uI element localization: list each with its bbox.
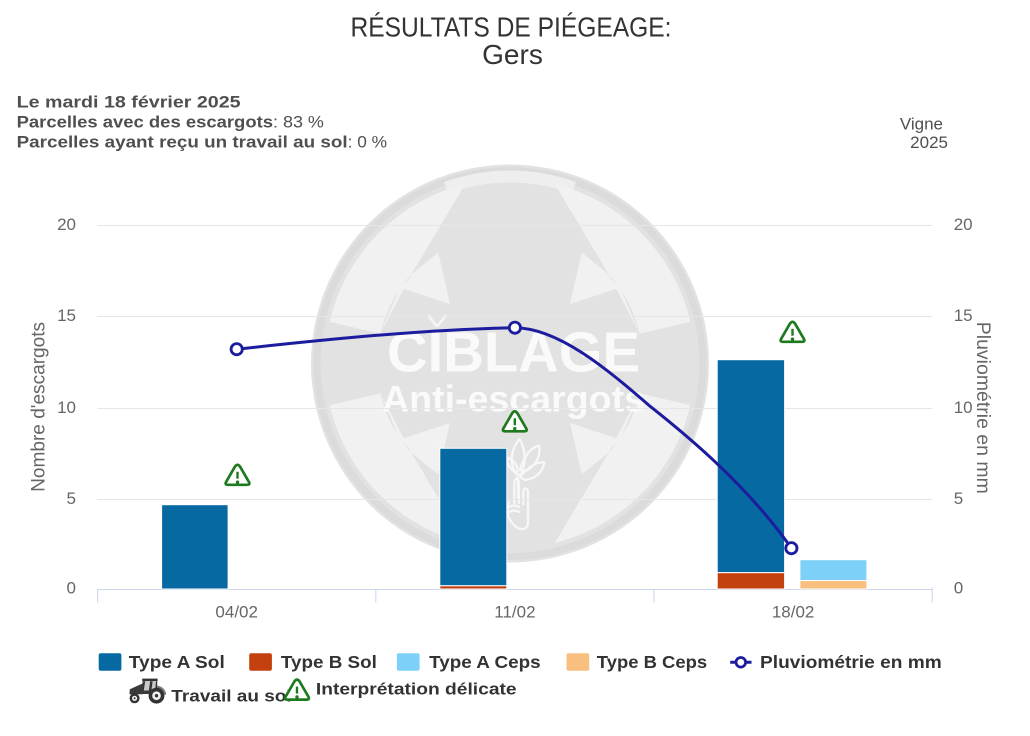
svg-text:Gers: Gers xyxy=(482,39,543,70)
svg-text:Vigne: Vigne xyxy=(900,115,943,134)
svg-text:18/02: 18/02 xyxy=(772,603,815,622)
svg-text:Pluviométrie en mm: Pluviométrie en mm xyxy=(972,322,993,494)
svg-text:Nombre d'escargots: Nombre d'escargots xyxy=(29,322,50,492)
svg-text:RÉSULTATS DE PIÉGEAGE:: RÉSULTATS DE PIÉGEAGE: xyxy=(351,12,672,43)
svg-text:Parcelles avec des escargots:: Parcelles avec des escargots: 83 % xyxy=(17,114,325,132)
svg-text:5: 5 xyxy=(954,489,963,508)
svg-text:0: 0 xyxy=(954,578,963,597)
svg-text:Type A Ceps: Type A Ceps xyxy=(429,652,541,672)
svg-text:Travail au sol: Travail au sol xyxy=(171,687,291,705)
svg-text:2025: 2025 xyxy=(910,133,948,152)
svg-text:20: 20 xyxy=(954,215,973,234)
svg-text:11/02: 11/02 xyxy=(494,603,535,622)
svg-text:15: 15 xyxy=(57,306,76,325)
svg-text:10: 10 xyxy=(954,398,973,417)
svg-text:0: 0 xyxy=(67,578,76,597)
svg-text:Type B Ceps: Type B Ceps xyxy=(597,652,708,672)
svg-text:15: 15 xyxy=(954,306,973,325)
svg-text:Parcelles ayant reçu un travai: Parcelles ayant reçu un travail au sol: … xyxy=(17,134,388,152)
svg-text:Type A Sol: Type A Sol xyxy=(129,652,225,672)
svg-text:20: 20 xyxy=(57,215,76,234)
svg-text:Type B Sol: Type B Sol xyxy=(281,652,377,672)
svg-text:Interprétation délicate: Interprétation délicate xyxy=(316,681,517,699)
svg-text:10: 10 xyxy=(57,398,76,417)
svg-text:5: 5 xyxy=(67,489,76,508)
svg-text:04/02: 04/02 xyxy=(215,603,258,622)
svg-text:Pluviométrie en mm: Pluviométrie en mm xyxy=(760,652,942,672)
svg-text:Le mardi 18 février 2025: Le mardi 18 février 2025 xyxy=(17,93,241,111)
